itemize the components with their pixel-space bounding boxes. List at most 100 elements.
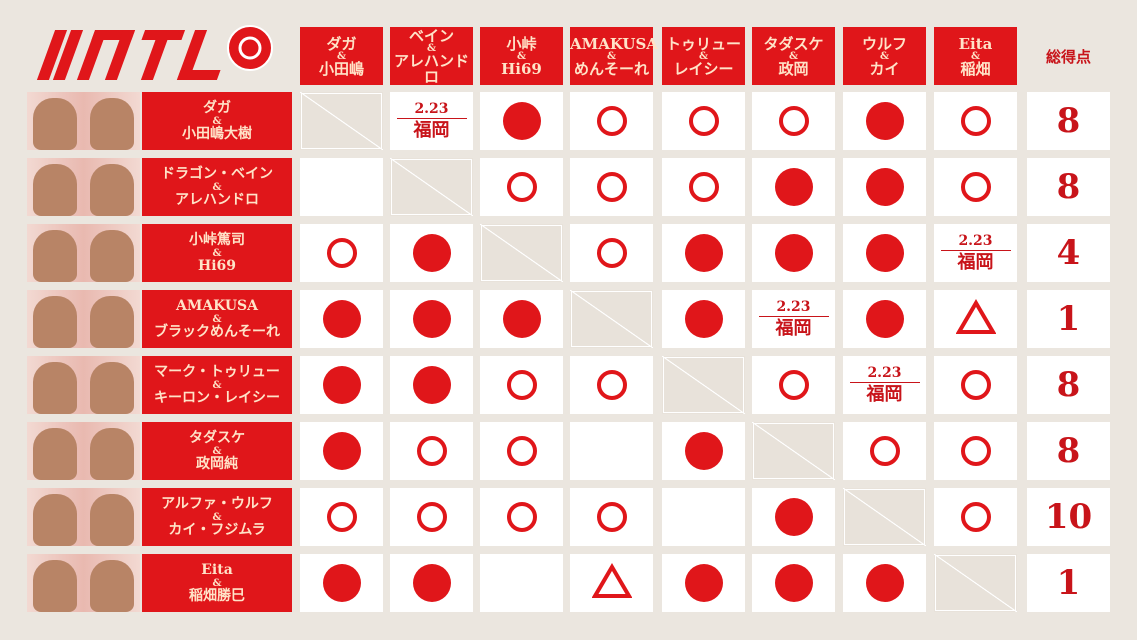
result-cell <box>843 224 926 282</box>
njtl-logo <box>28 22 278 88</box>
result-cell <box>480 158 563 216</box>
ampersand: & <box>212 511 222 523</box>
result-cell <box>752 488 835 546</box>
result-cell <box>752 158 835 216</box>
ampersand: & <box>788 50 799 62</box>
scheduled-match: 2.23 福岡 <box>758 298 829 341</box>
win-circle-icon <box>960 502 991 532</box>
column-header-5: タダスケ & 政岡 <box>752 27 835 85</box>
team-photo <box>27 92 140 150</box>
result-cell <box>662 290 745 348</box>
team-member-1: ウルフ <box>861 34 907 53</box>
team-member-2: カイ・フジムラ <box>168 521 266 538</box>
result-cell <box>934 290 1017 348</box>
team-member-2: 小田嶋 <box>318 59 364 78</box>
result-cell <box>480 290 563 348</box>
wrestler-photo <box>89 428 134 480</box>
ampersand: & <box>426 42 437 54</box>
loss-filled-circle-icon <box>865 300 904 338</box>
loss-filled-circle-icon <box>774 234 813 272</box>
result-cell <box>843 290 926 348</box>
scheduled-match: 2.23 福岡 <box>849 364 920 407</box>
win-circle-icon <box>869 436 900 466</box>
win-circle-icon <box>596 238 627 268</box>
ampersand: & <box>698 50 709 62</box>
win-circle-icon <box>506 502 537 532</box>
wrestler-photo <box>89 230 134 282</box>
match-venue: 福岡 <box>957 251 994 273</box>
win-circle-icon <box>960 436 991 466</box>
loss-filled-circle-icon <box>865 168 904 206</box>
draw-triangle-icon <box>955 299 996 339</box>
result-cell <box>390 356 473 414</box>
loss-filled-circle-icon <box>502 300 541 338</box>
result-cell <box>662 422 745 480</box>
team-photo <box>27 488 140 546</box>
result-cell <box>480 224 563 282</box>
result-cell <box>390 554 473 612</box>
team-member-2: アレハンドロ <box>175 191 259 208</box>
win-circle-icon <box>416 502 447 532</box>
team-member-2: 政岡 <box>778 59 809 78</box>
result-cell <box>662 224 745 282</box>
result-cell <box>934 158 1017 216</box>
result-cell <box>480 422 563 480</box>
win-circle-icon <box>960 172 991 202</box>
team-member-2: アレハンドロ <box>393 51 469 86</box>
result-cell <box>570 422 653 480</box>
team-member-1: タダスケ <box>763 34 824 53</box>
result-cell <box>662 356 745 414</box>
team-member-2: 稲畑 <box>960 59 991 78</box>
win-circle-icon <box>960 370 991 400</box>
ampersand: & <box>212 247 222 259</box>
column-header-2: 小峠 & Hi69 <box>480 27 563 85</box>
wrestler-photo <box>89 98 134 150</box>
match-date: 2.23 <box>758 298 829 317</box>
win-circle-icon <box>596 502 627 532</box>
total-points: 1 <box>1027 290 1110 348</box>
total-points: 8 <box>1027 92 1110 150</box>
win-circle-icon <box>506 370 537 400</box>
team-member-1: トゥリュー <box>665 34 741 53</box>
team-member-2: カイ <box>869 59 900 78</box>
result-cell <box>480 554 563 612</box>
loss-filled-circle-icon <box>684 234 723 272</box>
win-circle-icon <box>596 106 627 136</box>
win-circle-icon <box>506 436 537 466</box>
wrestler-photo <box>33 98 78 150</box>
column-header-1: ベイン & アレハンドロ <box>390 27 473 85</box>
team-photo <box>27 356 140 414</box>
team-photo <box>27 422 140 480</box>
team-member-1: ベイン <box>408 26 454 45</box>
wrestler-photo <box>33 362 78 414</box>
team-member-1: AMAKUSA <box>175 297 259 314</box>
result-cell <box>390 290 473 348</box>
loss-filled-circle-icon <box>865 234 904 272</box>
result-cell <box>300 224 383 282</box>
team-name: AMAKUSA & ブラックめんそーれ <box>142 290 292 348</box>
result-cell <box>300 92 383 150</box>
loss-filled-circle-icon <box>774 564 813 602</box>
result-cell <box>570 224 653 282</box>
team-member-1: 小峠篤司 <box>189 231 245 248</box>
loss-filled-circle-icon <box>322 366 361 404</box>
match-venue: 福岡 <box>413 119 450 141</box>
column-header-7: Eita & 稲畑 <box>934 27 1017 85</box>
result-cell <box>934 92 1017 150</box>
result-cell <box>390 488 473 546</box>
column-header-6: ウルフ & カイ <box>843 27 926 85</box>
total-points: 8 <box>1027 158 1110 216</box>
result-cell <box>934 356 1017 414</box>
win-circle-icon <box>596 172 627 202</box>
match-date: 2.23 <box>396 100 467 119</box>
win-circle-icon <box>778 370 809 400</box>
win-circle-icon <box>596 370 627 400</box>
team-member-1: ダガ <box>326 34 357 53</box>
loss-filled-circle-icon <box>412 234 451 272</box>
team-member-1: ドラゴン・ベイン <box>161 165 273 182</box>
win-circle-icon <box>778 106 809 136</box>
team-name: ドラゴン・ベイン & アレハンドロ <box>142 158 292 216</box>
result-cell <box>390 422 473 480</box>
team-member-1: アルファ・ウルフ <box>161 495 273 512</box>
result-cell <box>752 92 835 150</box>
